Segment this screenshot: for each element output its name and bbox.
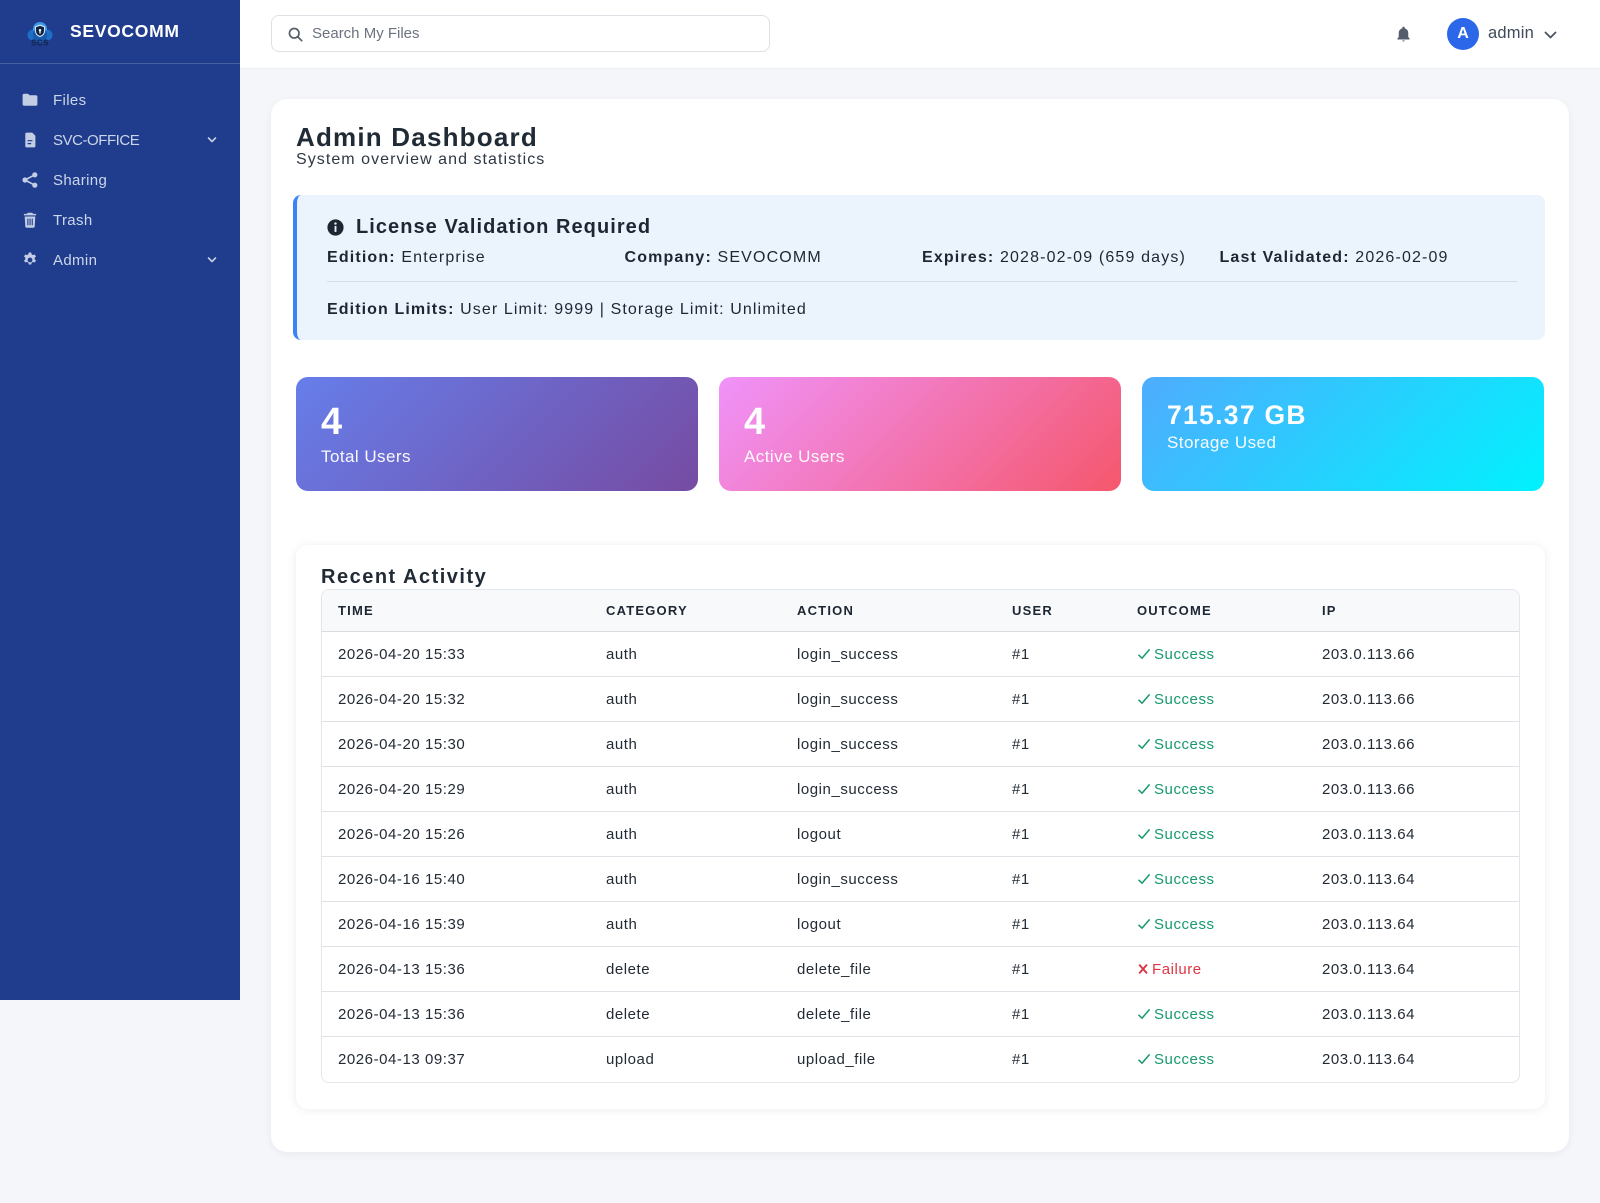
svg-text:SCS: SCS (31, 39, 49, 47)
